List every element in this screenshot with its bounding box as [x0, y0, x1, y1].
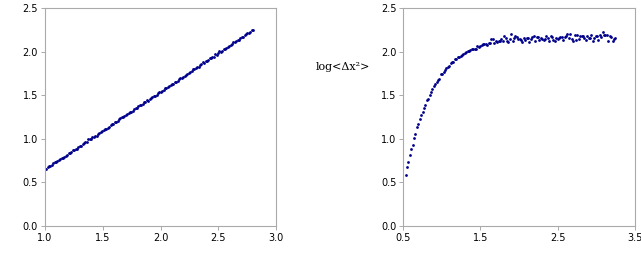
Text: log<Δx²>: log<Δx²>	[316, 61, 370, 72]
